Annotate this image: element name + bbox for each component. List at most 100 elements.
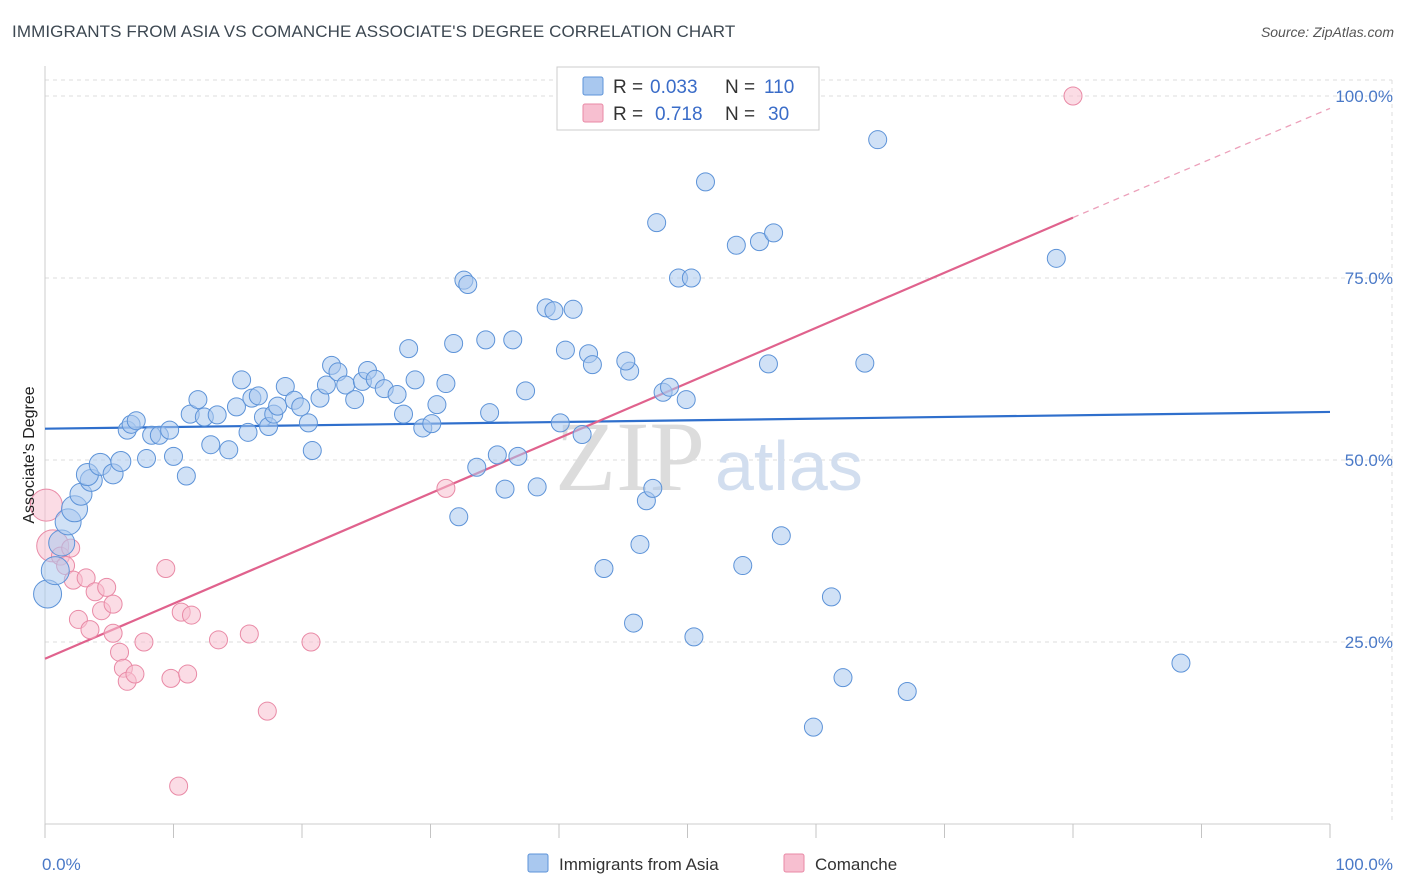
point-comanche [76,568,96,588]
point-comanche [110,642,130,662]
top-legend: R = 0.033 N = 110 R = 0.718 N = 30 [556,66,820,131]
point-asia [110,450,132,472]
point-asia [291,397,311,417]
point-comanche [169,776,189,796]
x-tick-label: 100.0% [1335,855,1393,874]
point-asia [733,556,753,576]
point-asia [399,339,419,359]
point-asia [527,477,547,497]
point-asia [868,130,888,150]
point-asia [555,340,575,360]
point-comanche [97,577,117,597]
legend-comanche-n-value: 30 [768,104,789,125]
point-asia [188,390,208,410]
point-asia [345,390,365,410]
point-asia [616,351,636,371]
point-asia [480,403,500,423]
point-comanche [239,624,259,644]
point-asia [302,441,322,461]
point-comanche [436,478,456,498]
point-asia [298,413,318,433]
point-asia [164,446,183,466]
point-asia [444,334,464,354]
legend-swatch-asia [582,76,604,96]
point-asia [487,445,507,465]
point-asia [503,330,523,350]
legend-asia-n-label: N = [725,77,755,98]
point-asia [508,446,528,466]
point-asia [476,330,496,350]
y-tick-label: 75.0% [1345,269,1393,288]
point-asia [897,682,917,702]
chart-source: Source: ZipAtlas.com [1260,24,1394,40]
point-comanche [134,632,154,652]
bottom-legend-comanche-label: Comanche [815,855,897,874]
legend-asia-r-value: 0.033 [650,77,698,98]
point-asia [764,223,784,243]
point-asia [219,440,239,460]
point-asia [422,414,442,434]
point-comanche [178,664,198,684]
point-asia [594,558,614,578]
y-axis-title: Associate's Degree [21,386,38,523]
watermark: ZIP atlas [555,401,863,512]
point-asia [684,627,704,647]
point-asia [449,507,469,527]
trend-line-comanche [44,216,1074,660]
point-asia [201,435,221,455]
point-comanche [156,558,176,578]
x-tick-label: 0.0% [42,855,81,874]
point-asia [821,587,841,607]
point-asia [749,232,769,252]
point-asia [316,375,336,395]
point-asia [660,377,680,397]
point-asia [495,479,515,499]
point-asia [681,268,701,288]
bottom-legend-swatch-comanche [783,853,805,873]
point-asia [516,381,536,401]
point-asia [643,478,663,498]
point-comanche [103,594,123,614]
point-asia [405,370,425,390]
point-asia [544,301,564,321]
point-asia [275,376,295,396]
point-comanche [161,668,181,688]
point-asia [232,370,252,390]
point-comanche [125,664,145,684]
axes [44,66,1331,838]
point-asia [833,668,853,688]
point-asia [458,275,478,295]
legend-asia-n-value: 110 [764,77,794,98]
data-points [29,86,1191,796]
point-asia [126,411,146,431]
chart-title: IMMIGRANTS FROM ASIA VS COMANCHE ASSOCIA… [12,22,736,41]
point-asia [137,449,157,469]
y-tick-label: 50.0% [1345,451,1393,470]
point-asia [647,213,667,233]
legend-asia-r-label: R = [613,77,643,98]
bottom-legend-asia-label: Immigrants from Asia [559,855,719,874]
point-asia [40,556,70,586]
legend-swatch-comanche [582,103,604,123]
point-asia [207,405,227,425]
point-asia [1171,653,1191,673]
point-comanche [103,623,123,643]
point-asia [226,397,246,417]
point-comanche [80,620,100,640]
point-asia [394,404,414,424]
point-asia [758,354,778,374]
bottom-legend-swatch-asia [527,853,549,873]
point-asia [550,413,570,433]
point-asia [427,395,447,415]
point-asia [803,717,823,737]
point-comanche [257,701,277,721]
point-asia [676,390,696,410]
legend-comanche-r-value: 0.718 [655,104,703,125]
watermark-atlas: atlas [715,427,863,505]
y-tick-label: 25.0% [1345,633,1393,652]
point-asia [1046,248,1066,268]
legend-comanche-n-label: N = [725,104,755,125]
grid-lines [45,79,1393,824]
point-asia [582,355,602,375]
